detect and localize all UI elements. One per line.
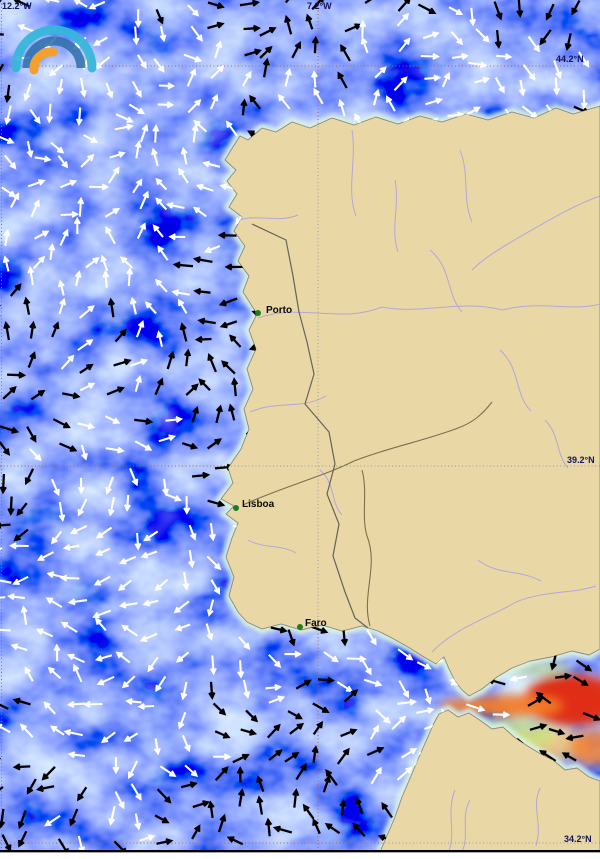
latitude-label: 39.2°N (567, 455, 595, 465)
city-marker-faro (297, 624, 303, 630)
bottom-border-line (0, 850, 600, 853)
country-border (251, 223, 369, 629)
wave-arcs-logo-icon (11, 25, 97, 75)
land-iberia (220, 105, 600, 697)
major-rivers (242, 401, 493, 627)
city-label-lisboa: Lisboa (242, 499, 275, 510)
city-label-porto: Porto (266, 305, 293, 316)
longitude-label: 7.2°W (307, 1, 332, 11)
city-marker-lisboa (233, 505, 239, 511)
city-label-faro: Faro (305, 618, 327, 629)
bottom-margin (0, 852, 600, 859)
city-marker-porto (255, 310, 261, 316)
latitude-label: 34.2°N (564, 834, 592, 844)
latitude-label: 44.2°N (556, 54, 584, 64)
longitude-label: 12.2°W (2, 1, 32, 11)
